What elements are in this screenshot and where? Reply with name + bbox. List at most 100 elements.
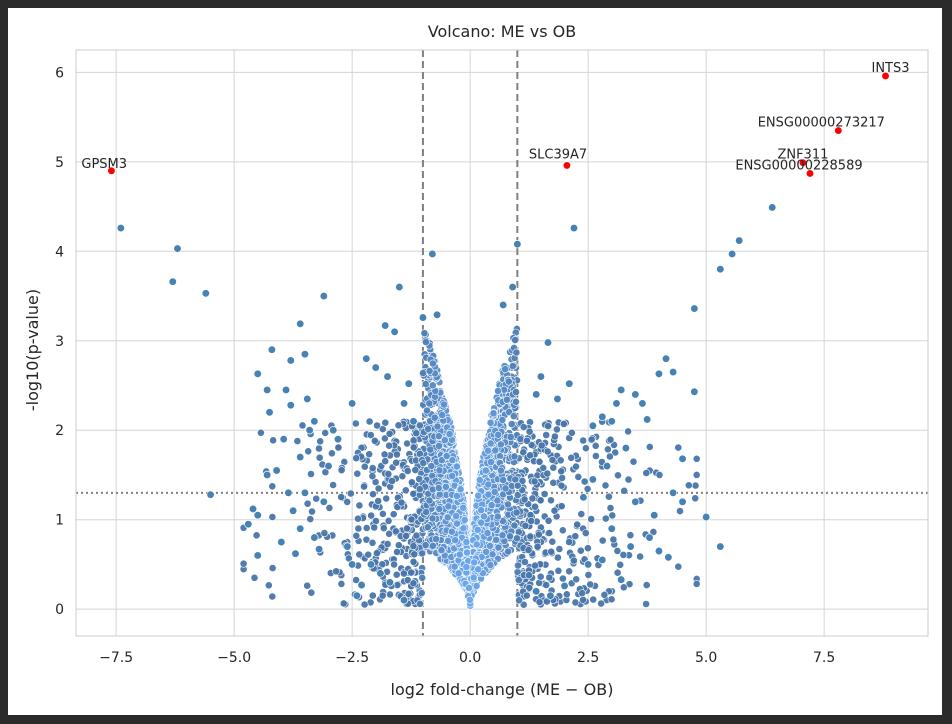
data-point bbox=[391, 527, 400, 536]
data-point bbox=[409, 417, 418, 426]
data-point bbox=[421, 338, 430, 346]
data-point bbox=[385, 529, 393, 538]
data-point bbox=[423, 523, 432, 532]
data-point bbox=[279, 435, 288, 444]
data-point bbox=[572, 575, 581, 584]
data-point bbox=[588, 421, 598, 430]
data-point bbox=[548, 537, 557, 546]
data-point bbox=[422, 508, 431, 516]
data-point bbox=[435, 442, 443, 450]
data-point bbox=[445, 430, 454, 438]
data-point bbox=[352, 591, 362, 600]
data-point bbox=[397, 498, 406, 507]
data-point bbox=[642, 600, 650, 608]
data-point bbox=[334, 443, 343, 452]
data-point bbox=[558, 526, 567, 535]
data-point bbox=[654, 546, 664, 556]
highlighted-point bbox=[798, 158, 808, 167]
data-point bbox=[355, 501, 364, 510]
data-point bbox=[587, 435, 596, 444]
data-point bbox=[277, 537, 286, 547]
data-point bbox=[481, 466, 490, 475]
highlighted-point bbox=[834, 126, 843, 135]
data-point bbox=[547, 496, 555, 505]
y-tick-label: 3 bbox=[55, 334, 64, 350]
data-point bbox=[499, 476, 507, 484]
data-point bbox=[425, 399, 434, 408]
point-cloud bbox=[239, 324, 701, 611]
data-point bbox=[614, 471, 622, 480]
data-point bbox=[394, 541, 403, 550]
data-point bbox=[347, 560, 357, 569]
data-point bbox=[291, 549, 300, 558]
data-point bbox=[565, 379, 574, 388]
data-point bbox=[315, 453, 324, 462]
data-point bbox=[337, 493, 345, 501]
data-point bbox=[428, 381, 437, 390]
data-point bbox=[546, 591, 555, 600]
data-point bbox=[543, 469, 552, 478]
data-point bbox=[509, 412, 518, 421]
data-point bbox=[631, 497, 640, 506]
data-point bbox=[692, 470, 701, 479]
data-point bbox=[579, 595, 587, 604]
data-point bbox=[425, 496, 434, 505]
data-point bbox=[560, 581, 569, 591]
data-point bbox=[250, 573, 259, 582]
data-point bbox=[496, 440, 505, 449]
data-point bbox=[316, 437, 325, 446]
data-point bbox=[448, 456, 457, 465]
data-point bbox=[549, 478, 558, 487]
data-point bbox=[332, 567, 340, 576]
data-point bbox=[409, 489, 418, 498]
data-point bbox=[624, 427, 632, 436]
data-point bbox=[401, 486, 410, 495]
data-point bbox=[513, 481, 522, 490]
data-point bbox=[347, 399, 357, 408]
data-point bbox=[512, 348, 521, 357]
data-point bbox=[571, 532, 580, 541]
data-point bbox=[462, 563, 471, 571]
data-point bbox=[393, 548, 401, 556]
data-point bbox=[390, 560, 398, 569]
data-point bbox=[472, 540, 481, 549]
data-point bbox=[272, 466, 281, 475]
data-point bbox=[418, 549, 426, 558]
data-point bbox=[303, 499, 312, 508]
data-point bbox=[362, 354, 371, 363]
data-point bbox=[432, 535, 440, 543]
data-point bbox=[392, 458, 400, 467]
data-point bbox=[605, 492, 613, 501]
data-point bbox=[536, 572, 545, 581]
data-point bbox=[645, 442, 654, 451]
data-point bbox=[486, 561, 495, 569]
data-point bbox=[440, 436, 449, 445]
data-point bbox=[668, 367, 678, 377]
data-point bbox=[319, 291, 328, 301]
data-point bbox=[315, 444, 323, 453]
data-point bbox=[372, 549, 381, 558]
data-point bbox=[557, 502, 566, 511]
data-point bbox=[536, 496, 545, 505]
data-point bbox=[484, 446, 492, 455]
data-point bbox=[576, 546, 585, 555]
data-point bbox=[421, 541, 430, 550]
data-point bbox=[536, 372, 546, 381]
gene-label: INTS3 bbox=[871, 61, 909, 76]
data-point bbox=[394, 421, 403, 430]
data-point bbox=[473, 525, 482, 534]
data-point bbox=[690, 304, 699, 313]
data-point bbox=[324, 461, 333, 471]
data-point bbox=[580, 477, 589, 486]
data-point bbox=[558, 473, 566, 482]
data-point bbox=[554, 553, 562, 562]
data-point bbox=[550, 506, 559, 515]
data-point bbox=[263, 470, 272, 480]
data-point bbox=[206, 490, 215, 499]
data-point bbox=[597, 599, 605, 608]
data-point bbox=[447, 527, 456, 536]
data-point bbox=[484, 480, 493, 489]
data-point bbox=[428, 359, 437, 368]
data-point bbox=[399, 596, 409, 605]
data-point bbox=[300, 488, 310, 498]
